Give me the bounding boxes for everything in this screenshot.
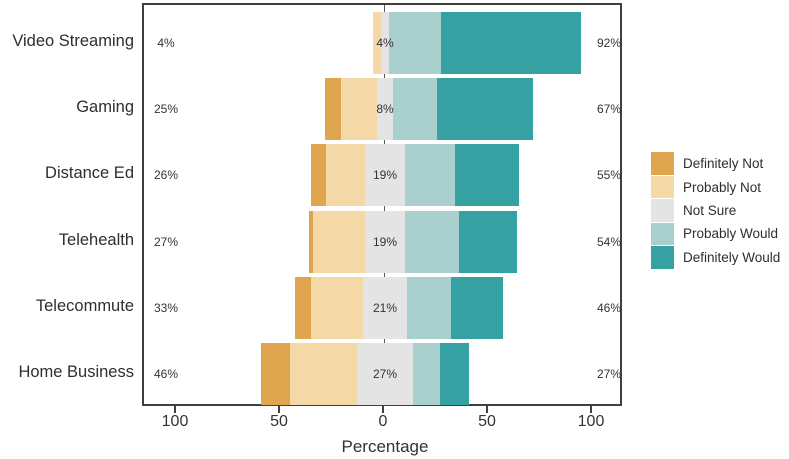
- left-pct-label: 26%: [153, 168, 179, 183]
- legend-item: Probably Would: [651, 222, 780, 246]
- x-tick-mark: [174, 406, 176, 413]
- bar-segment-not-sure: [363, 276, 407, 339]
- bar-segment-definitely-would: [437, 78, 533, 141]
- legend-label: Definitely Would: [683, 249, 781, 265]
- center-pct-label: 27%: [372, 367, 398, 381]
- bar-segment-definitely-not: [261, 343, 291, 405]
- bar-segment-not-sure: [365, 144, 405, 207]
- bar-row: 27% 19% 54%: [144, 210, 622, 273]
- bar-segment-probably-would: [404, 210, 459, 273]
- right-pct-label: 67%: [596, 102, 622, 117]
- x-tick-label: 50: [478, 413, 496, 430]
- left-pct-label: 25%: [153, 102, 179, 117]
- bar-segment-probably-not: [372, 12, 381, 74]
- category-label: Gaming: [76, 98, 134, 117]
- category-label: Home Business: [18, 363, 134, 381]
- plot-panel: 4% 4% 92% 25% 8% 67% 26% 19% 55% 27% 19% 54% 33% 21% 4…: [142, 3, 622, 406]
- x-tick-mark: [278, 406, 280, 413]
- left-pct-label: 46%: [153, 367, 179, 381]
- legend-label: Probably Not: [683, 179, 762, 195]
- x-tick-mark: [486, 406, 488, 413]
- bar-segment-probably-not: [325, 144, 366, 207]
- legend-swatch-not-sure: [651, 199, 674, 222]
- bar-segment-probably-not: [290, 343, 357, 405]
- x-tick-label: 100: [577, 413, 605, 430]
- bar-segment-definitely-not: [311, 144, 326, 207]
- category-label: Distance Ed: [45, 164, 134, 183]
- bar-segment-probably-not: [341, 78, 377, 141]
- center-pct-label: 21%: [372, 300, 398, 315]
- bar-row: 4% 4% 92%: [144, 12, 622, 74]
- bar-segment-not-sure: [356, 343, 414, 405]
- legend: Definitely Not Probably Not Not Sure Probab…: [651, 152, 780, 269]
- bar-segment-definitely-would: [440, 343, 470, 405]
- legend-item: Definitely Would: [651, 246, 780, 269]
- x-tick-label: 100: [161, 413, 189, 430]
- x-tick-label: 50: [270, 413, 288, 430]
- center-pct-label: 8%: [376, 102, 394, 117]
- bar-segment-definitely-would: [458, 210, 518, 273]
- bar-segment-probably-not: [311, 276, 364, 339]
- bar-row: 25% 8% 67%: [144, 78, 622, 141]
- bar-segment-probably-would: [413, 343, 441, 405]
- x-tick-mark: [590, 406, 592, 413]
- bar-segment-definitely-not: [309, 210, 314, 273]
- category-label: Video Streaming: [12, 32, 134, 50]
- bar-segment-probably-would: [404, 144, 455, 207]
- center-pct-label: 4%: [376, 36, 394, 50]
- bar-segment-definitely-would: [454, 144, 520, 207]
- bar-segment-definitely-not: [324, 78, 342, 141]
- legend-label: Probably Would: [683, 226, 779, 242]
- right-pct-label: 55%: [596, 168, 622, 183]
- bar-segment-not-sure: [376, 78, 394, 141]
- left-pct-label: 4%: [157, 36, 175, 50]
- legend-item: Probably Not: [651, 175, 780, 199]
- bar-segment-probably-not: [313, 210, 366, 273]
- right-pct-label: 27%: [596, 367, 622, 381]
- legend-swatch-definitely-would: [651, 246, 674, 269]
- legend-item: Not Sure: [651, 199, 780, 222]
- bar-segment-definitely-not: [294, 276, 312, 339]
- center-pct-label: 19%: [372, 168, 398, 183]
- legend-swatch-probably-not: [651, 175, 674, 199]
- bar-segment-definitely-would: [450, 276, 503, 339]
- right-pct-label: 92%: [596, 36, 622, 50]
- bar-row: 26% 19% 55%: [144, 144, 622, 207]
- bar-row: 33% 21% 46%: [144, 276, 622, 339]
- bar-row: 46% 27% 27%: [144, 343, 622, 405]
- x-tick-label: 0: [378, 413, 388, 430]
- right-pct-label: 54%: [596, 234, 622, 249]
- bar-segment-probably-would: [389, 12, 442, 74]
- x-axis-title: Percentage: [341, 437, 429, 456]
- legend-item: Definitely Not: [651, 152, 780, 175]
- center-pct-label: 19%: [372, 234, 398, 249]
- bar-segment-not-sure: [380, 12, 390, 74]
- left-pct-label: 33%: [153, 300, 179, 315]
- bar-segment-probably-would: [393, 78, 437, 141]
- left-pct-label: 27%: [153, 234, 179, 249]
- bar-segment-definitely-would: [441, 12, 581, 74]
- category-label: Telehealth: [58, 230, 134, 249]
- bar-segment-probably-would: [406, 276, 451, 339]
- x-tick-mark: [382, 406, 384, 413]
- legend-label: Not Sure: [683, 202, 737, 218]
- legend-swatch-probably-would: [651, 222, 674, 246]
- legend-label: Definitely Not: [683, 156, 764, 172]
- bar-segment-not-sure: [365, 210, 405, 273]
- category-label: Telecommute: [35, 296, 134, 315]
- right-pct-label: 46%: [596, 300, 622, 315]
- legend-swatch-definitely-not: [651, 152, 674, 175]
